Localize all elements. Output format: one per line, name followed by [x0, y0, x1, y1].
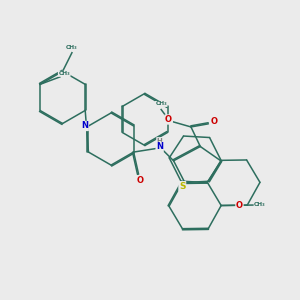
- Text: CH₃: CH₃: [155, 101, 167, 106]
- Text: H: H: [157, 138, 163, 144]
- Text: S: S: [179, 182, 185, 191]
- Text: O: O: [236, 201, 243, 210]
- Text: CH₃: CH₃: [254, 202, 266, 207]
- Text: O: O: [136, 176, 143, 185]
- Text: O: O: [211, 118, 218, 127]
- Text: CH₃: CH₃: [58, 71, 70, 76]
- Text: CH₃: CH₃: [66, 45, 78, 50]
- Text: N: N: [81, 122, 88, 130]
- Text: O: O: [165, 115, 172, 124]
- Text: N: N: [156, 142, 163, 152]
